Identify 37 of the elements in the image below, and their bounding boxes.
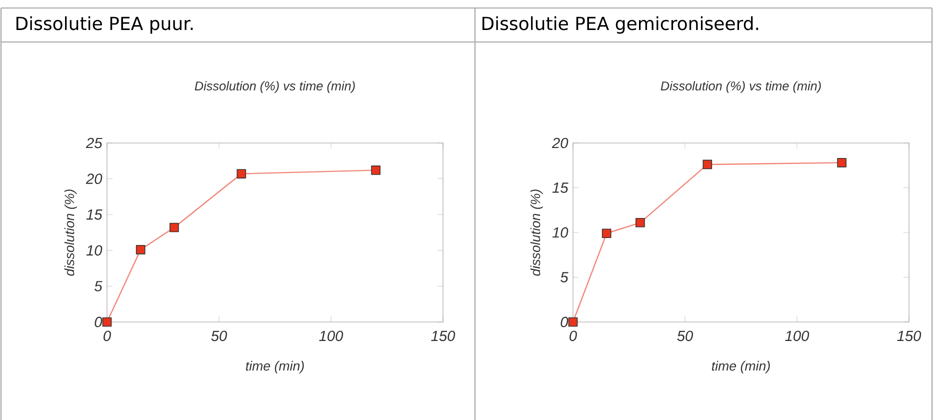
x-tick-label: 100 <box>785 330 810 342</box>
x-tick-label: 0 <box>104 330 111 342</box>
point <box>636 218 645 228</box>
point <box>837 158 846 168</box>
x-tick-label: 50 <box>211 330 228 342</box>
y-tick-label: 20 <box>86 174 102 184</box>
x-axis-title: time (min) <box>712 360 770 374</box>
x-tick-label: 150 <box>897 330 922 342</box>
chart-subtitle: Dissolution (%) vs time (min) <box>660 81 821 93</box>
x-axis-title: time (min) <box>246 360 304 374</box>
y-tick-label: 10 <box>552 227 568 238</box>
y-tick-label: 0 <box>94 316 102 328</box>
point <box>170 222 179 232</box>
y-axis-title: dissolution (%) <box>530 190 543 276</box>
point <box>136 245 146 254</box>
x-tick-label: 0 <box>570 330 577 342</box>
point <box>702 160 712 170</box>
y-tick-label: 5 <box>560 272 568 282</box>
y-tick-label: 20 <box>552 138 568 148</box>
y-tick-label: 5 <box>94 281 102 292</box>
y-tick-label: 25 <box>86 138 102 148</box>
chart-title: Dissolutie PEA puur. <box>16 16 193 34</box>
y-axis-title: dissolution (%) <box>64 190 77 276</box>
y-tick-label: 10 <box>86 245 102 256</box>
point <box>602 228 612 238</box>
y-tick-label: 0 <box>560 316 568 328</box>
point <box>371 166 380 175</box>
chart-title: Dissolutie PEA gemicroniseerd. <box>482 16 758 34</box>
y-tick-label: 15 <box>552 182 568 193</box>
point <box>236 169 246 178</box>
point <box>568 317 578 327</box>
x-tick-label: 50 <box>677 330 694 342</box>
chart-subtitle: Dissolution (%) vs time (min) <box>194 81 355 93</box>
x-tick-label: 100 <box>319 330 344 342</box>
point <box>102 317 112 327</box>
x-tick-label: 150 <box>431 330 456 342</box>
y-tick-label: 15 <box>86 209 102 220</box>
